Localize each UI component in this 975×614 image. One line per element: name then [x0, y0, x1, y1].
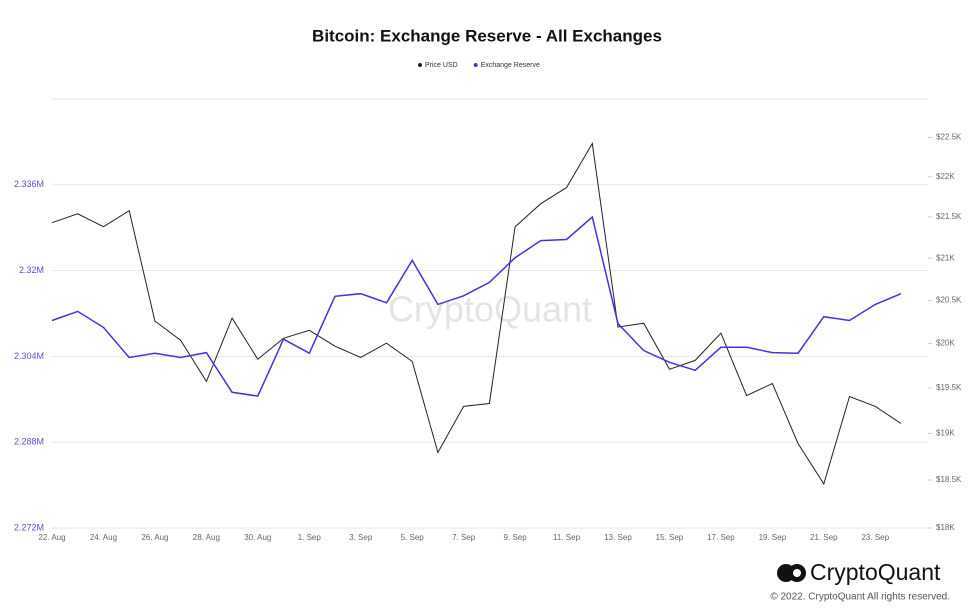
x-tick-label: 24. Aug [90, 533, 117, 542]
series-line [51, 142, 902, 486]
y-tick-label: 2.336M [14, 179, 44, 189]
series-line [51, 215, 902, 397]
x-tick-label: 22. Aug [38, 533, 65, 542]
x-tick-label: 1. Sep [298, 533, 322, 542]
y2-tick-label: $21.5K [936, 212, 962, 221]
y2-tick-label: $20K [936, 339, 955, 348]
y-tick-label: 2.304M [14, 351, 44, 361]
y2-tick-label: $22.5K [936, 133, 962, 142]
y-tick-label: 2.32M [19, 265, 44, 275]
y2-tick-label: $21K [936, 253, 955, 262]
y-tick-label: 2.272M [14, 522, 44, 532]
x-tick-label: 26. Aug [141, 533, 168, 542]
x-tick-label: 15. Sep [656, 533, 684, 542]
x-tick-label: 9. Sep [504, 533, 528, 542]
y2-tick-label: $19K [936, 428, 955, 437]
x-tick-label: 21. Sep [810, 533, 838, 542]
x-tick-label: 5. Sep [401, 533, 425, 542]
y-tick-label: 2.288M [14, 437, 44, 447]
x-tick-label: 3. Sep [349, 533, 373, 542]
legend-marker [418, 63, 422, 67]
watermark: CryptoQuant [388, 289, 592, 330]
x-tick-label: 28. Aug [193, 533, 220, 542]
y2-tick-label: $19.5K [936, 383, 962, 392]
brand: CryptoQuant [810, 559, 941, 585]
chart-title: Bitcoin: Exchange Reserve - All Exchange… [312, 26, 662, 45]
x-tick-label: 23. Sep [861, 533, 889, 542]
x-tick-label: 30. Aug [244, 533, 271, 542]
x-tick-label: 13. Sep [604, 533, 632, 542]
logo [777, 564, 806, 582]
copyright: © 2022. CryptoQuant All rights reserved. [770, 592, 950, 603]
x-tick-label: 17. Sep [707, 533, 735, 542]
x-tick-label: 19. Sep [759, 533, 787, 542]
legend-label: Price USD [425, 62, 458, 69]
x-tick-label: 7. Sep [452, 533, 476, 542]
y2-tick-label: $22K [936, 172, 955, 181]
y2-tick-label: $18.5K [936, 475, 962, 484]
y2-tick-label: $20.5K [936, 295, 962, 304]
y2-tick-label: $18K [936, 523, 955, 532]
legend-marker [473, 63, 478, 67]
x-tick-label: 11. Sep [553, 533, 581, 542]
legend-label: Exchange Reserve [481, 62, 540, 69]
